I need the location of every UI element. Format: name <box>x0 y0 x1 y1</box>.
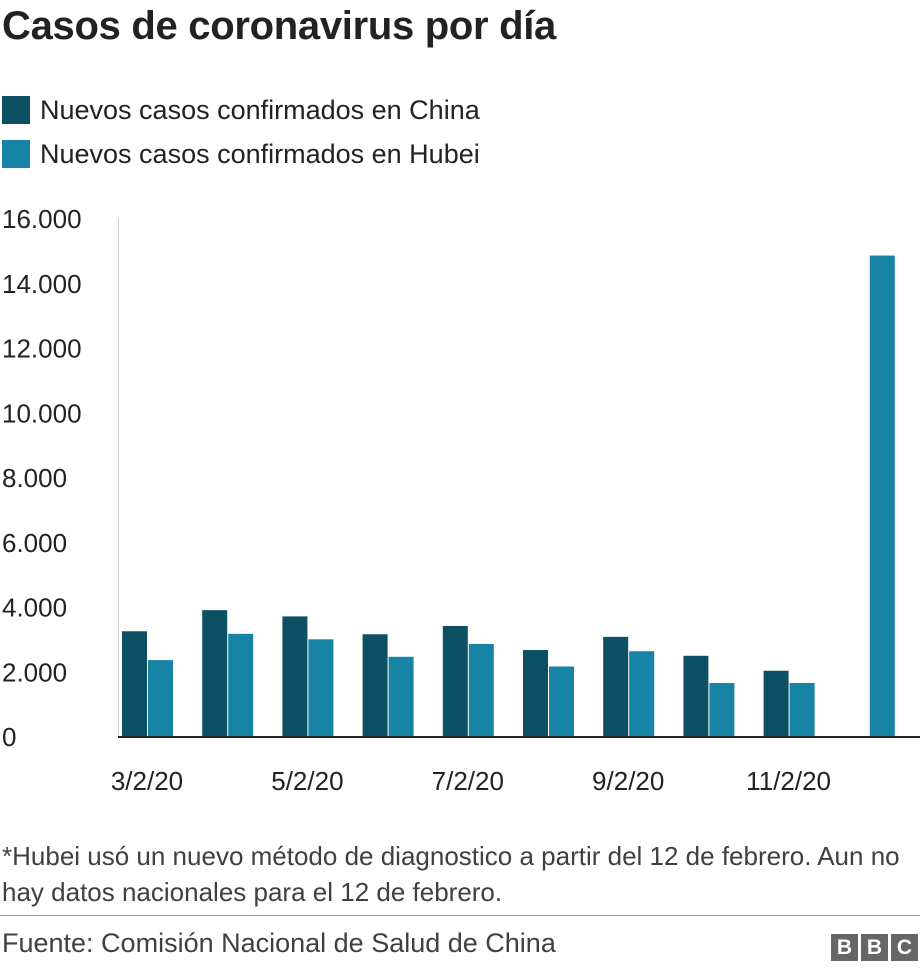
legend-swatch-china <box>2 96 30 124</box>
bar-hubei <box>709 682 735 736</box>
bbc-logo: B B C <box>831 934 918 961</box>
bbc-logo-letter: B <box>861 934 888 961</box>
bar-china <box>523 650 548 736</box>
bar-china <box>442 625 468 736</box>
x-tick-label: 3/2/20 <box>111 766 183 796</box>
bar-hubei <box>629 651 655 736</box>
bar-hubei <box>549 666 574 736</box>
bar-hubei <box>789 682 815 736</box>
x-tick-label: 11/2/20 <box>746 766 831 796</box>
source-credit: Fuente: Comisión Nacional de Salud de Ch… <box>2 928 556 958</box>
legend-label-hubei: Nuevos casos confirmados en Hubei <box>40 138 480 169</box>
bar-china <box>202 610 228 736</box>
legend-item-china: Nuevos casos confirmados en China <box>2 88 480 132</box>
bbc-logo-letter: C <box>891 934 918 961</box>
x-tick-label: 9/2/20 <box>592 766 664 796</box>
bar-hubei <box>308 639 334 736</box>
bar-china <box>282 616 308 736</box>
bar-china <box>122 631 147 736</box>
bar-china <box>763 670 789 736</box>
bar-hubei <box>388 656 414 736</box>
x-tick-label: 7/2/20 <box>432 766 504 796</box>
y-tick-label: 0 <box>2 722 16 752</box>
y-tick-label: 12.000 <box>2 334 82 364</box>
bar-hubei <box>468 644 494 736</box>
footnote: *Hubei usó un nuevo método de diagnostic… <box>2 841 900 907</box>
bar-hubei <box>228 633 254 736</box>
bbc-logo-letter: B <box>831 934 858 961</box>
bar-china <box>362 634 388 736</box>
divider <box>0 915 920 916</box>
y-tick-label: 6.000 <box>2 528 67 558</box>
legend-label-china: Nuevos casos confirmados en China <box>40 94 480 125</box>
bar-chart: 0 2.000 4.000 6.000 8.000 10.000 12.000 14.000 1… <box>2 204 920 796</box>
y-tick-label: 8.000 <box>2 463 67 493</box>
chart-legend: Nuevos casos confirmados en China Nuevos… <box>2 88 480 176</box>
y-tick-label: 10.000 <box>2 398 82 428</box>
legend-item-hubei: Nuevos casos confirmados en Hubei <box>2 132 480 176</box>
chart-title: Casos de coronavirus por día <box>2 4 556 48</box>
legend-swatch-hubei <box>2 140 30 168</box>
y-tick-label: 2.000 <box>2 657 67 687</box>
bar-hubei <box>869 255 895 736</box>
y-tick-label: 4.000 <box>2 593 67 623</box>
bar-hubei <box>148 660 173 736</box>
bar-china <box>683 655 709 736</box>
x-tick-label: 5/2/20 <box>271 766 343 796</box>
y-tick-label: 14.000 <box>2 269 82 299</box>
y-tick-label: 16.000 <box>2 204 82 234</box>
bar-china <box>603 636 629 736</box>
